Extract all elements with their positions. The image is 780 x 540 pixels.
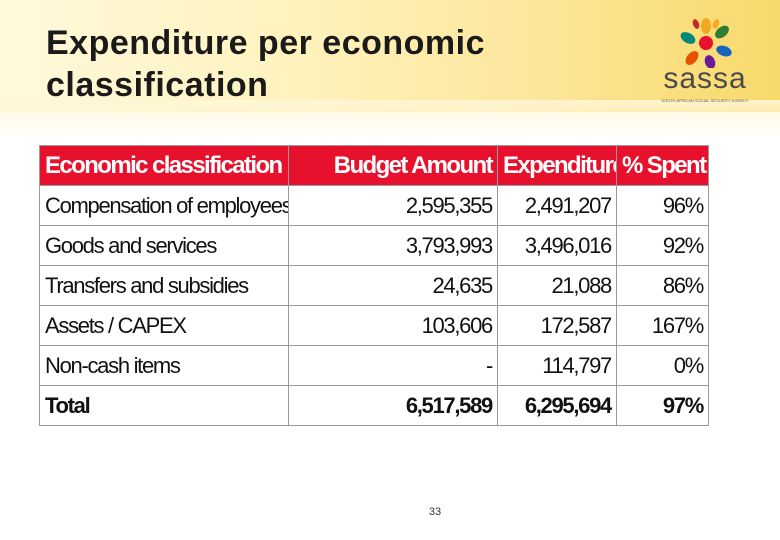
table-total-row: Total 6,517,589 6,295,694 97% <box>39 385 709 426</box>
slide-title-line-2: classification <box>46 66 269 104</box>
expenditure-cell: 3,496,016 <box>497 225 617 266</box>
page-number: 33 <box>428 506 442 518</box>
budget-cell: 2,595,355 <box>288 185 498 226</box>
hands-logo-icon <box>680 18 732 68</box>
column-header: Expenditure <box>497 145 617 186</box>
percent-spent-cell: 96% <box>616 185 709 226</box>
economic-classification-table: Economic classification Budget Amount Ex… <box>39 145 709 426</box>
column-header: Economic classification <box>39 145 289 186</box>
budget-cell: 6,517,589 <box>288 385 498 426</box>
table-header-row: Economic classification Budget Amount Ex… <box>39 145 709 186</box>
budget-cell: 24,635 <box>288 265 498 306</box>
logo-wordmark: sassa <box>663 62 747 95</box>
percent-spent-cell: 92% <box>616 225 709 266</box>
percent-spent-cell: 86% <box>616 265 709 306</box>
table-row: Goods and services 3,793,993 3,496,016 9… <box>39 225 709 266</box>
logo-tagline: SOUTH AFRICAN SOCIAL SECURITY AGENCY <box>661 98 749 103</box>
classification-cell: Assets / CAPEX <box>39 305 289 346</box>
header-band <box>0 0 780 112</box>
table-row: Assets / CAPEX 103,606 172,587 167% <box>39 305 709 346</box>
classification-cell: Transfers and subsidies <box>39 265 289 306</box>
table-row: Non-cash items - 114,797 0% <box>39 345 709 386</box>
expenditure-cell: 21,088 <box>497 265 617 306</box>
header-fade <box>0 100 780 140</box>
table-row: Transfers and subsidies 24,635 21,088 86… <box>39 265 709 306</box>
expenditure-cell: 172,587 <box>497 305 617 346</box>
expenditure-cell: 6,295,694 <box>497 385 617 426</box>
percent-spent-cell: 0% <box>616 345 709 386</box>
column-header: % Spent <box>616 145 709 186</box>
slide-title-line-1: Expenditure per economic <box>46 24 485 62</box>
budget-cell: 103,606 <box>288 305 498 346</box>
budget-cell: 3,793,993 <box>288 225 498 266</box>
expenditure-cell: 114,797 <box>497 345 617 386</box>
classification-cell: Compensation of employees <box>39 185 289 226</box>
percent-spent-cell: 97% <box>616 385 709 426</box>
column-header: Budget Amount <box>288 145 498 186</box>
classification-cell: Non-cash items <box>39 345 289 386</box>
slide-title: Expenditure per economic classification <box>46 22 606 106</box>
percent-spent-cell: 167% <box>616 305 709 346</box>
sassa-logo: sassa SOUTH AFRICAN SOCIAL SECURITY AGEN… <box>650 18 760 108</box>
classification-cell: Total <box>39 385 289 426</box>
budget-cell: - <box>288 345 498 386</box>
table-row: Compensation of employees 2,595,355 2,49… <box>39 185 709 226</box>
expenditure-cell: 2,491,207 <box>497 185 617 226</box>
classification-cell: Goods and services <box>39 225 289 266</box>
